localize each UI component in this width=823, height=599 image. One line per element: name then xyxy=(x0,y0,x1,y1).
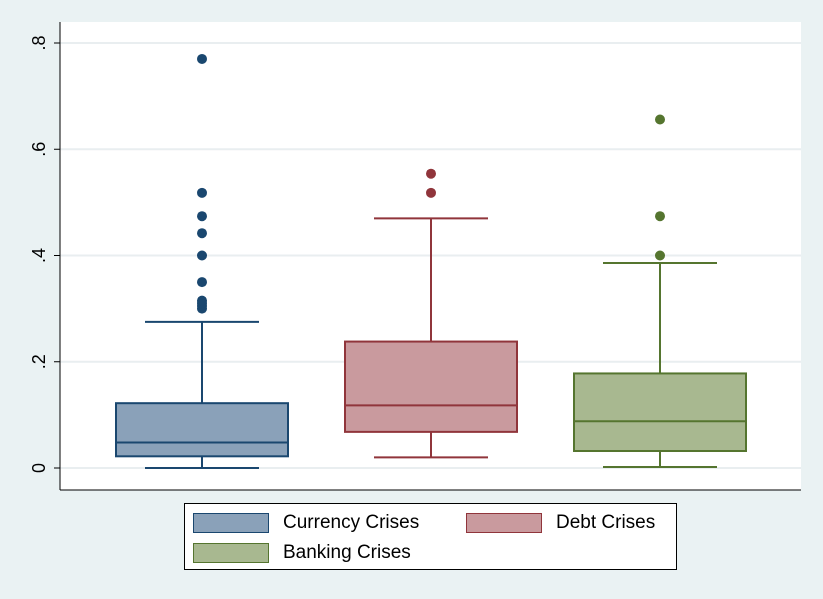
iqr-box xyxy=(344,340,518,433)
legend-item-currency: Currency Crises xyxy=(193,511,419,535)
outlier-point xyxy=(197,277,207,288)
legend-swatch-currency xyxy=(193,513,269,533)
outlier-point xyxy=(426,168,436,179)
outlier-point xyxy=(655,211,665,222)
outlier-point xyxy=(197,53,207,64)
iqr-box xyxy=(573,372,747,452)
y-tick-label: .4 xyxy=(29,248,49,263)
legend-label-currency: Currency Crises xyxy=(283,512,420,533)
legend-swatch-banking xyxy=(193,543,269,563)
iqr-box xyxy=(115,402,289,458)
legend-label-banking: Banking Crises xyxy=(283,542,411,563)
legend: Currency Crises Debt Crises Banking Cris… xyxy=(184,503,677,570)
outlier-point xyxy=(197,211,207,222)
box-series xyxy=(344,168,518,459)
outlier-point xyxy=(426,187,436,198)
outlier-point xyxy=(655,114,665,125)
box-series-group xyxy=(115,53,747,469)
outlier-point xyxy=(197,295,207,306)
y-tick-label: 0 xyxy=(29,463,49,473)
y-tick-label: .6 xyxy=(29,142,49,157)
legend-item-banking: Banking Crises xyxy=(193,541,411,565)
outlier-point xyxy=(197,228,207,239)
y-tick-label: .8 xyxy=(29,35,49,50)
box-series xyxy=(573,114,747,468)
legend-label-debt: Debt Crises xyxy=(556,512,656,533)
outlier-point xyxy=(655,250,665,261)
outlier-point xyxy=(197,250,207,261)
box-series xyxy=(115,53,289,469)
legend-swatch-debt xyxy=(466,513,542,533)
y-tick-label: .2 xyxy=(29,354,49,369)
outlier-point xyxy=(197,187,207,198)
y-axis-ticks: 0 .2 .4 .6 .8 xyxy=(29,35,60,473)
legend-item-debt: Debt Crises xyxy=(466,511,655,535)
